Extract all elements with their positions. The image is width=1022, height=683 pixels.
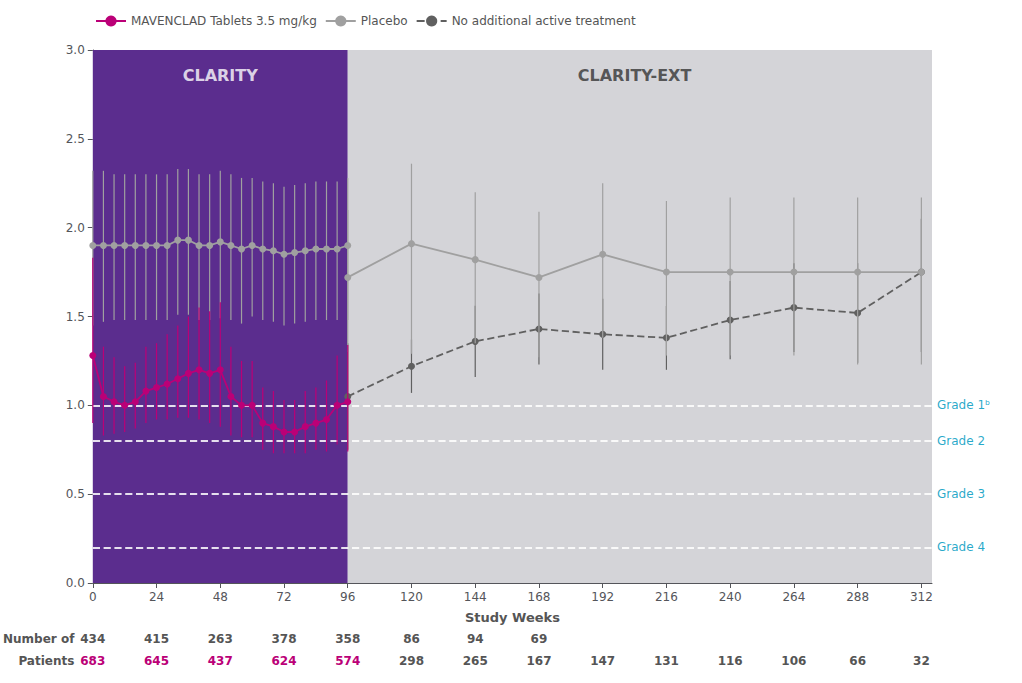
svg-text:CLARITY: CLARITY <box>183 66 259 85</box>
svg-text:240: 240 <box>719 590 742 604</box>
svg-text:69: 69 <box>531 632 548 646</box>
svg-text:0: 0 <box>89 590 97 604</box>
svg-text:Grade 1ᵇ: Grade 1ᵇ <box>937 398 990 412</box>
svg-text:263: 263 <box>208 632 233 646</box>
svg-text:3.0: 3.0 <box>66 43 85 57</box>
svg-text:265: 265 <box>463 654 488 668</box>
svg-text:645: 645 <box>144 654 169 668</box>
svg-text:415: 415 <box>144 632 169 646</box>
svg-text:264: 264 <box>782 590 805 604</box>
svg-text:2.5: 2.5 <box>66 132 85 146</box>
svg-text:1.0: 1.0 <box>66 398 85 412</box>
svg-text:144: 144 <box>464 590 487 604</box>
svg-text:96: 96 <box>340 590 355 604</box>
svg-text:66: 66 <box>849 654 866 668</box>
svg-text:434: 434 <box>80 632 105 646</box>
svg-text:192: 192 <box>591 590 614 604</box>
svg-text:624: 624 <box>271 654 296 668</box>
svg-text:147: 147 <box>590 654 615 668</box>
svg-text:131: 131 <box>654 654 679 668</box>
svg-text:48: 48 <box>213 590 228 604</box>
svg-text:No additional active treatment: No additional active treatment <box>452 14 636 28</box>
svg-text:683: 683 <box>80 654 105 668</box>
svg-text:120: 120 <box>400 590 423 604</box>
svg-text:32: 32 <box>913 654 930 668</box>
svg-text:72: 72 <box>276 590 291 604</box>
svg-text:288: 288 <box>846 590 869 604</box>
svg-text:0.5: 0.5 <box>66 487 85 501</box>
svg-text:168: 168 <box>528 590 551 604</box>
svg-text:216: 216 <box>655 590 678 604</box>
svg-text:Number of: Number of <box>3 632 75 646</box>
svg-text:1.5: 1.5 <box>66 310 85 324</box>
svg-text:298: 298 <box>399 654 424 668</box>
svg-text:358: 358 <box>335 632 360 646</box>
svg-text:167: 167 <box>526 654 551 668</box>
svg-text:106: 106 <box>781 654 806 668</box>
svg-text:116: 116 <box>718 654 743 668</box>
svg-text:94: 94 <box>467 632 484 646</box>
svg-text:574: 574 <box>335 654 360 668</box>
svg-text:MAVENCLAD Tablets 3.5 mg/kg: MAVENCLAD Tablets 3.5 mg/kg <box>131 14 317 28</box>
svg-text:Placebo: Placebo <box>361 14 408 28</box>
svg-text:312: 312 <box>910 590 933 604</box>
svg-text:86: 86 <box>403 632 420 646</box>
svg-text:Grade 3: Grade 3 <box>937 487 985 501</box>
svg-text:Grade 2: Grade 2 <box>937 434 985 448</box>
svg-text:Grade 4: Grade 4 <box>937 540 985 554</box>
svg-text:24: 24 <box>149 590 164 604</box>
svg-text:Patients: Patients <box>18 654 74 668</box>
svg-text:0.0: 0.0 <box>66 576 85 590</box>
svg-text:Study Weeks: Study Weeks <box>465 610 560 625</box>
svg-text:2.0: 2.0 <box>66 221 85 235</box>
svg-text:378: 378 <box>271 632 296 646</box>
svg-text:437: 437 <box>208 654 233 668</box>
svg-text:CLARITY-EXT: CLARITY-EXT <box>578 66 692 85</box>
